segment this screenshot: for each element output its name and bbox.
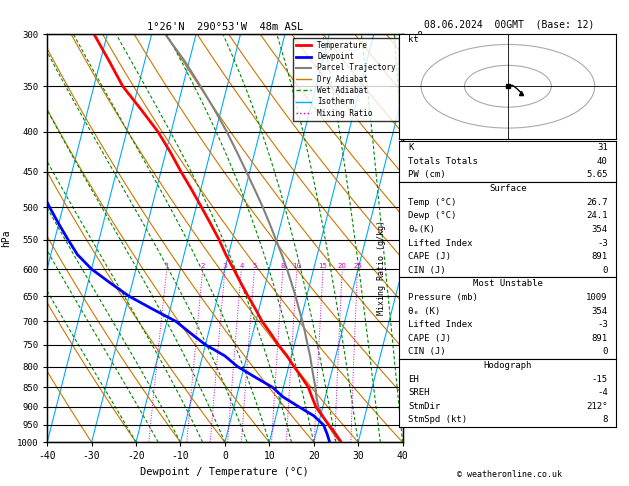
Text: 20: 20	[338, 263, 347, 269]
Text: 5.65: 5.65	[586, 171, 608, 179]
Text: -4: -4	[597, 388, 608, 397]
Title: 1°26'N  290°53'W  48m ASL: 1°26'N 290°53'W 48m ASL	[147, 22, 303, 32]
Text: -3: -3	[597, 239, 608, 247]
Text: 08.06.2024  00GMT  (Base: 12): 08.06.2024 00GMT (Base: 12)	[425, 19, 594, 30]
Text: StmDir: StmDir	[408, 402, 440, 411]
Text: 24.1: 24.1	[586, 211, 608, 220]
Text: Totals Totals: Totals Totals	[408, 157, 478, 166]
Text: Most Unstable: Most Unstable	[473, 279, 543, 288]
Text: 1009: 1009	[586, 293, 608, 302]
Text: 212°: 212°	[586, 402, 608, 411]
Text: CAPE (J): CAPE (J)	[408, 252, 451, 261]
Text: LCL: LCL	[405, 421, 420, 430]
Text: 26.7: 26.7	[586, 198, 608, 207]
Text: SREH: SREH	[408, 388, 430, 397]
Text: Mixing Ratio (g/kg): Mixing Ratio (g/kg)	[377, 220, 386, 315]
Text: 1: 1	[165, 263, 169, 269]
Text: 0: 0	[603, 266, 608, 275]
Text: StmSpd (kt): StmSpd (kt)	[408, 416, 467, 424]
Text: 31: 31	[597, 143, 608, 152]
Text: Dewp (°C): Dewp (°C)	[408, 211, 457, 220]
Text: -3: -3	[597, 320, 608, 329]
Text: 354: 354	[592, 307, 608, 315]
Text: 8: 8	[603, 416, 608, 424]
Text: 8: 8	[281, 263, 285, 269]
Text: kt: kt	[408, 35, 419, 44]
Text: 891: 891	[592, 334, 608, 343]
Text: -15: -15	[592, 375, 608, 383]
Text: PW (cm): PW (cm)	[408, 171, 446, 179]
Text: Lifted Index: Lifted Index	[408, 320, 472, 329]
Text: θₑ (K): θₑ (K)	[408, 307, 440, 315]
Text: 5: 5	[252, 263, 257, 269]
Text: CIN (J): CIN (J)	[408, 347, 446, 356]
Text: Surface: Surface	[489, 184, 526, 193]
Text: 2: 2	[201, 263, 205, 269]
Legend: Temperature, Dewpoint, Parcel Trajectory, Dry Adiabat, Wet Adiabat, Isotherm, Mi: Temperature, Dewpoint, Parcel Trajectory…	[292, 38, 399, 121]
Text: Pressure (mb): Pressure (mb)	[408, 293, 478, 302]
Text: CAPE (J): CAPE (J)	[408, 334, 451, 343]
Text: Temp (°C): Temp (°C)	[408, 198, 457, 207]
Text: 354: 354	[592, 225, 608, 234]
X-axis label: Dewpoint / Temperature (°C): Dewpoint / Temperature (°C)	[140, 467, 309, 477]
Text: 15: 15	[319, 263, 328, 269]
Text: CIN (J): CIN (J)	[408, 266, 446, 275]
Text: 10: 10	[292, 263, 301, 269]
Text: 40: 40	[597, 157, 608, 166]
Text: 25: 25	[353, 263, 362, 269]
Y-axis label: hPa: hPa	[1, 229, 11, 247]
Text: EH: EH	[408, 375, 419, 383]
Text: 0: 0	[603, 347, 608, 356]
Text: Lifted Index: Lifted Index	[408, 239, 472, 247]
Text: K: K	[408, 143, 413, 152]
Text: θₑ(K): θₑ(K)	[408, 225, 435, 234]
Text: Hodograph: Hodograph	[484, 361, 532, 370]
Text: 3: 3	[223, 263, 227, 269]
Text: 4: 4	[239, 263, 243, 269]
Text: © weatheronline.co.uk: © weatheronline.co.uk	[457, 469, 562, 479]
Text: 891: 891	[592, 252, 608, 261]
Y-axis label: km
ASL: km ASL	[428, 229, 450, 247]
